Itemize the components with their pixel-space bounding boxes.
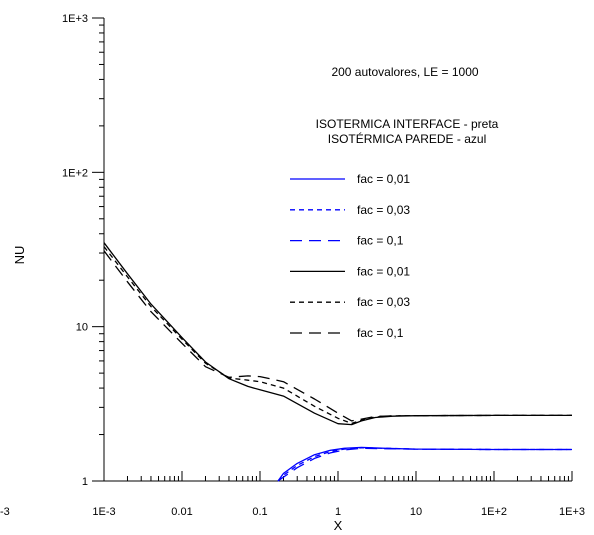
x-axis-ticks: 1E-3 0.01 0.1 1 10 1E+2 1E+3 [92, 471, 585, 518]
clipped-tick-label: -3 [0, 506, 10, 518]
x-tick-label: 0.1 [252, 506, 267, 518]
x-tick-label: 1E-3 [92, 506, 115, 518]
series-line-2 [277, 447, 572, 482]
legend: fac = 0,01 fac = 0,03 fac = 0,1 fac = 0,01 f… [290, 172, 410, 340]
y-axis-label: NU [12, 246, 27, 265]
y-tick-label: 1E+2 [62, 167, 88, 179]
y-axis-ticks: 1 10 1E+2 1E+3 [62, 13, 104, 488]
series-line-0 [277, 446, 572, 482]
x-tick-label: 1 [335, 506, 341, 518]
annotation-black-legend: ISOTERMICA INTERFACE - preta [316, 117, 499, 131]
legend-label-2: fac = 0,1 [357, 234, 404, 248]
x-tick-label: 10 [410, 506, 422, 518]
x-tick-label: 1E+3 [559, 506, 585, 518]
plot-series [103, 242, 572, 482]
annotation-eigenvalues: 200 autovalores, LE = 1000 [331, 65, 478, 79]
legend-label-5: fac = 0,1 [357, 326, 404, 340]
y-tick-label: 10 [76, 322, 88, 334]
y-tick-label: 1 [82, 476, 88, 488]
annotation-blue-legend: ISOTÉRMICA PAREDE - azul [328, 131, 486, 146]
x-tick-label: 1E+2 [481, 506, 507, 518]
series-line-5 [103, 250, 572, 422]
x-tick-label: 0.01 [171, 506, 192, 518]
legend-label-4: fac = 0,03 [357, 295, 410, 309]
x-axis-label: X [334, 518, 343, 533]
y-tick-label: 1E+3 [62, 13, 88, 25]
legend-label-3: fac = 0,01 [357, 264, 410, 278]
axes-frame [103, 18, 572, 482]
legend-label-1: fac = 0,03 [357, 203, 410, 217]
series-line-4 [103, 246, 572, 425]
legend-label-0: fac = 0,01 [357, 172, 410, 186]
